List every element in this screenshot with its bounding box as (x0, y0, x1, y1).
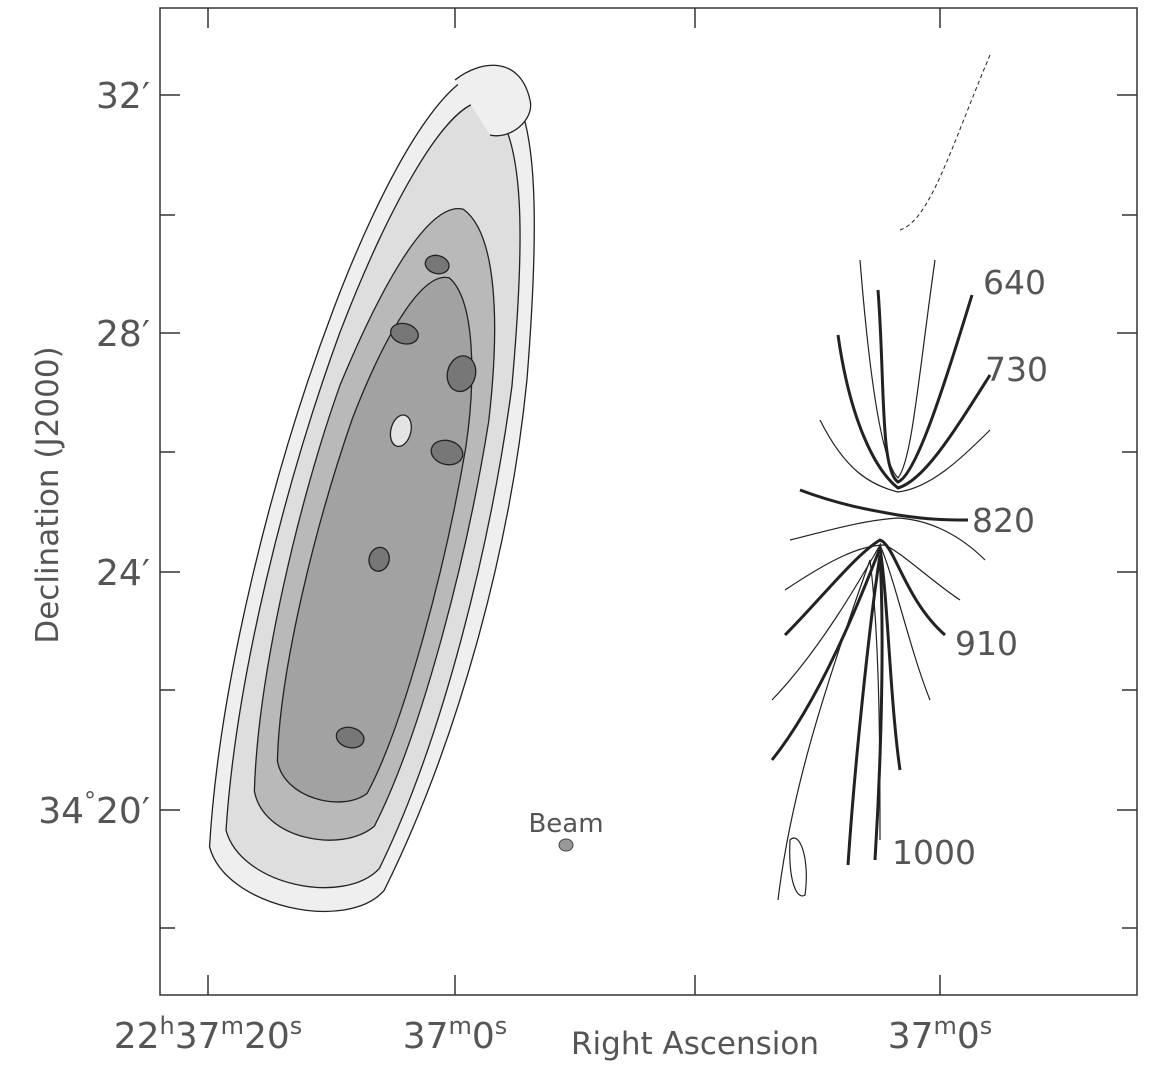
velocity-field (770, 54, 992, 901)
beam-label: Beam (528, 809, 603, 839)
contour-label: 910 (955, 624, 1018, 663)
contour-label: 640 (983, 263, 1046, 302)
y-tick-label: 32′ (96, 76, 150, 117)
y-axis-label: Declination (J2000) (30, 346, 66, 643)
y-tick-label: 28′ (96, 314, 150, 355)
contour-label: 820 (972, 501, 1035, 540)
intensity-map (208, 70, 536, 912)
contour-label: 730 (985, 350, 1048, 389)
beam (558, 838, 574, 852)
x-tick-label: 37m0s (403, 1012, 508, 1057)
x-axis-label: Right Ascension (571, 1026, 819, 1062)
y-tick-label: 34°20′ (38, 787, 150, 832)
tail-contour (454, 64, 532, 137)
contour-label: 1000 (892, 833, 976, 872)
x-tick-label: 37m0s (888, 1012, 993, 1057)
frame (159, 7, 1138, 996)
x-tick-label: 22h37m20s (114, 1012, 303, 1057)
y-tick-label: 24′ (96, 553, 150, 594)
ticks (160, 8, 1137, 995)
